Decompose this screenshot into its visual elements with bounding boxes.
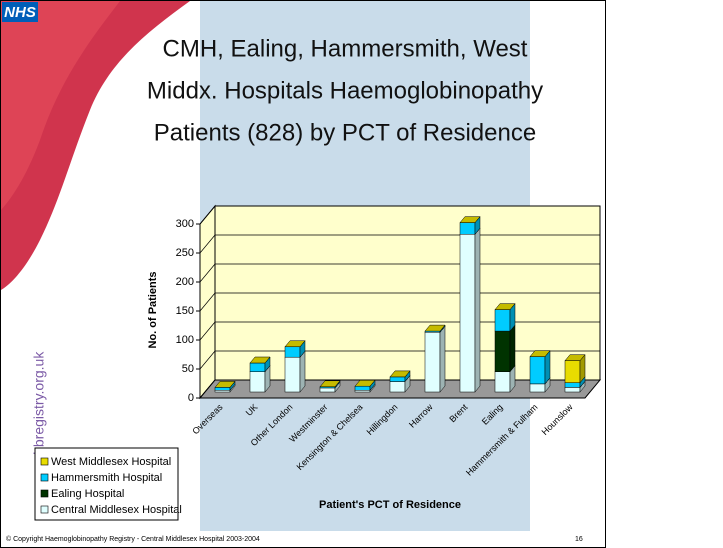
logo: NHS [4, 4, 36, 21]
bar-segment [389, 376, 406, 382]
bar-segment [494, 371, 511, 393]
x-axis-title: Patient's PCT of Residence [319, 499, 461, 511]
legend-label: Ealing Hospital [51, 488, 124, 500]
bar-segment [529, 383, 546, 393]
chart-title: Middx. Hospitals Haemoglobinopathy [147, 77, 543, 104]
bar-segment [214, 387, 231, 391]
bar-segment [249, 362, 266, 372]
bar-segment [459, 233, 476, 393]
y-tick-label: 0 [188, 392, 194, 404]
bar-side [439, 325, 446, 393]
chart-title: Patients (828) by PCT of Residence [154, 119, 536, 146]
y-tick-label: 100 [176, 334, 194, 346]
bar-segment [494, 309, 511, 332]
bar-side [299, 350, 306, 393]
bar-segment [319, 387, 336, 393]
legend-label: West Middlesex Hospital [51, 456, 171, 468]
chart-title: CMH, Ealing, Hammersmith, West [163, 35, 528, 62]
decor-blob [1, 1, 120, 210]
bar-segment [564, 360, 581, 383]
y-axis-title: No. of Patients [147, 271, 159, 348]
bar-top [424, 324, 446, 332]
legend-swatch [40, 473, 49, 482]
bar-segment [249, 371, 266, 393]
y-tick-label: 250 [176, 247, 194, 259]
bar-side [474, 227, 481, 393]
bar-top [459, 216, 481, 223]
legend-label: Central Middlesex Hospital [51, 504, 182, 516]
legend-swatch [40, 489, 49, 498]
bar-segment [564, 387, 581, 393]
bar-top [249, 356, 271, 364]
bar-segment [354, 385, 371, 391]
y-tick-label: 300 [176, 218, 194, 230]
y-tick-label: 200 [176, 276, 194, 288]
bar-top [354, 379, 376, 387]
bar-segment [284, 346, 301, 358]
bar-segment [494, 330, 511, 372]
bar-top [319, 380, 341, 388]
logo-box [2, 2, 38, 22]
y-tick-label: 50 [182, 363, 194, 375]
legend-label: Hammersmith Hospital [51, 472, 162, 484]
legend [34, 447, 179, 521]
bar-segment [284, 356, 301, 393]
bar-top [494, 303, 516, 310]
y-tick-label: 150 [176, 305, 194, 317]
bar-side [509, 324, 516, 373]
bar-segment [459, 222, 476, 235]
bar-top [529, 350, 551, 357]
bar-segment [529, 356, 546, 385]
bar-top [284, 340, 306, 348]
footer: © Copyright Haemoglobinopathy Registry -… [6, 535, 260, 543]
page-number: 16 [575, 536, 583, 543]
bar-top [564, 354, 586, 361]
legend-swatch [40, 457, 49, 466]
legend-swatch [40, 505, 49, 514]
bar-segment [389, 381, 406, 393]
bar-top [389, 370, 411, 378]
bar-segment [564, 382, 581, 388]
bar-top [214, 381, 236, 388]
bar-segment [424, 332, 441, 393]
bar-segment [214, 390, 231, 393]
bar-segment [354, 390, 371, 393]
grid-line [199, 205, 600, 225]
